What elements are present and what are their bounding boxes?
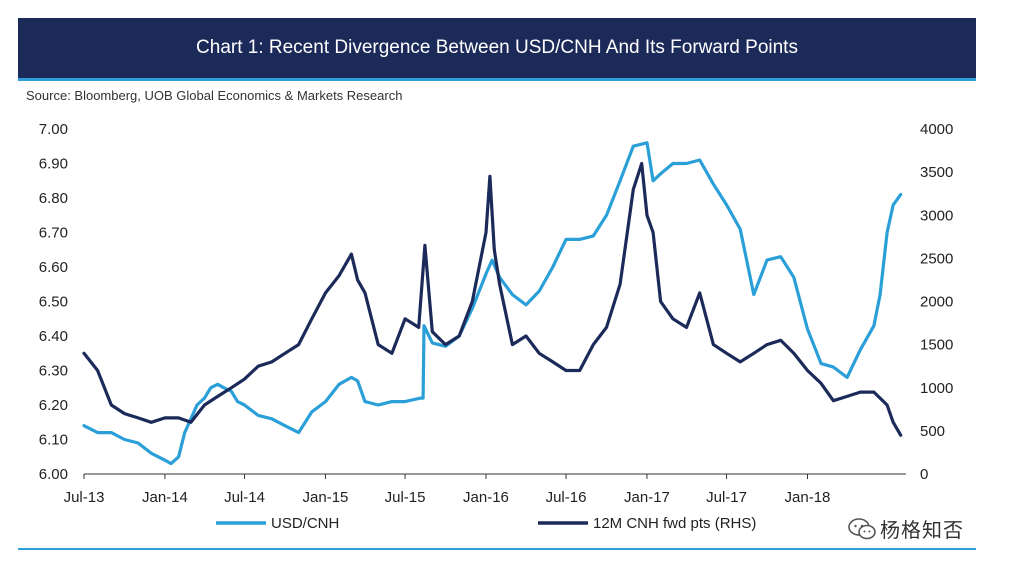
series-line-fwd-pts xyxy=(82,161,903,437)
y-left-tick-label: 6.10 xyxy=(39,432,68,449)
title-bar: Chart 1: Recent Divergence Between USD/C… xyxy=(18,18,976,81)
y-right-tick-label: 2000 xyxy=(920,294,953,311)
y-left-tick-label: 6.30 xyxy=(39,363,68,380)
x-tick-label: Jul-17 xyxy=(706,489,747,506)
watermark-text: 杨格知否 xyxy=(880,518,964,542)
x-tick-label: Jul-13 xyxy=(64,489,105,506)
x-tick-label: Jan-14 xyxy=(142,489,188,506)
y-right-tick-label: 1500 xyxy=(920,337,953,354)
y-left-tick-label: 6.50 xyxy=(39,294,68,311)
x-tick-label: Jan-15 xyxy=(303,489,349,506)
x-tick-label: Jul-15 xyxy=(385,489,426,506)
y-left-tick-label: 6.70 xyxy=(39,225,68,242)
x-tick-label: Jan-18 xyxy=(785,489,831,506)
y-right-tick-label: 4000 xyxy=(920,121,953,138)
y-left-tick-label: 6.00 xyxy=(39,466,68,483)
legend-label-fwd-pts: 12M CNH fwd pts (RHS) xyxy=(593,515,756,532)
x-tick-label: Jan-17 xyxy=(624,489,670,506)
x-tick-label: Jul-14 xyxy=(224,489,265,506)
x-tick-label: Jul-16 xyxy=(546,489,587,506)
legend-label-usdcnh: USD/CNH xyxy=(271,515,339,532)
chart-area: Jul-13 Jan-14 Jul-14 Jan-15 Jul-15 Jan-16 Jul-… xyxy=(39,121,954,532)
chart-title: Chart 1: Recent Divergence Between USD/C… xyxy=(196,37,798,58)
y-right-tick-label: 3500 xyxy=(920,164,953,181)
y-left-tick-label: 6.40 xyxy=(39,328,68,345)
y-right-tick-label: 2500 xyxy=(920,250,953,267)
x-tick-label: Jan-16 xyxy=(463,489,509,506)
y-right-tick-label: 500 xyxy=(920,423,945,440)
source-note: Source: Bloomberg, UOB Global Economics … xyxy=(26,88,403,103)
bottom-rule xyxy=(18,548,976,550)
y-left-tick-label: 6.90 xyxy=(39,156,68,173)
y-left-tick-label: 7.00 xyxy=(39,121,68,138)
watermark: 杨格知否 xyxy=(848,514,964,543)
y-left-tick-label: 6.80 xyxy=(39,190,68,207)
y-right-tick-label: 0 xyxy=(920,466,928,483)
y-left-tick-label: 6.60 xyxy=(39,259,68,276)
y-right-tick-label: 3000 xyxy=(920,207,953,224)
y-left-tick-label: 6.20 xyxy=(39,397,68,414)
y-right-tick-label: 1000 xyxy=(920,380,953,397)
wechat-icon xyxy=(848,517,876,539)
